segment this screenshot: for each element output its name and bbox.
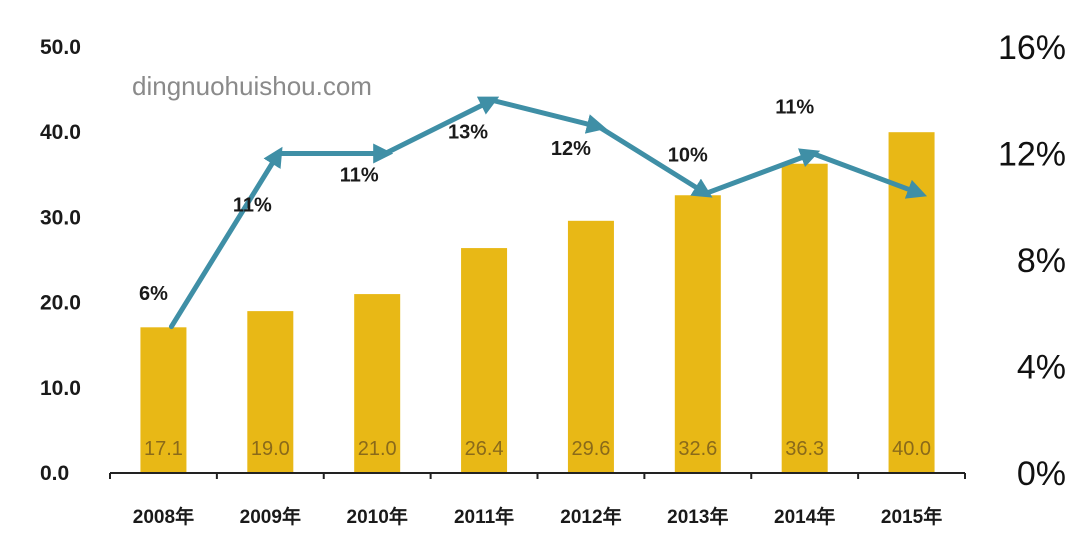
bar-6 [781,163,828,473]
growth-line-segment-4 [596,124,713,198]
growth-line-segment-0 [168,146,283,330]
left-tick-label-1: 10.0 [40,377,81,400]
left-tick-label-4: 40.0 [40,121,81,144]
left-tick-label-5: 50.0 [40,36,81,59]
bar-3 [461,248,508,473]
growth-rate-labels: 6% 11% 11% 13% 12% 10% 11% [139,97,814,306]
rate-label-1: 11% [233,195,272,217]
growth-line-segment-6 [810,151,928,199]
x-category-label-3: 2011年 [454,505,514,528]
x-category-label-2: 2010年 [347,505,408,528]
rate-label-3: 13% [448,121,488,143]
bar-value-label-2: 21.0 [358,438,397,460]
bar-value-label-4: 29.6 [571,438,610,460]
bar-value-label-3: 26.4 [465,438,504,460]
right-tick-label-4: 16% [998,29,1066,67]
right-tick-label-2: 8% [1017,242,1066,280]
x-axis [109,472,966,479]
left-tick-label-3: 30.0 [40,206,81,229]
bar-value-label-5: 32.6 [678,438,717,460]
x-category-label-0: 2008年 [133,505,194,528]
watermark-text: dingnuohuishou.com [132,71,372,101]
rate-label-2: 11% [340,165,379,187]
x-category-label-1: 2009年 [240,505,301,528]
right-tick-label-0: 0% [1017,455,1066,493]
left-tick-label-0: 0.0 [40,462,69,485]
growth-rate-series [168,96,928,330]
right-tick-label-3: 12% [998,136,1066,174]
bar-value-label-6: 36.3 [785,438,824,460]
bar-0 [140,327,187,473]
bar-1 [247,311,294,473]
bar-value-labels: 17.1 19.0 21.0 26.4 29.6 32.6 36.3 40.0 [144,438,931,460]
right-axis-ticks: 0% 4% 8% 12% 16% [998,29,1066,493]
x-category-label-4: 2012年 [560,505,621,528]
rate-label-0: 6% [139,283,168,305]
rate-label-4: 12% [551,138,591,160]
growth-line-segment-2 [382,96,500,156]
x-category-label-6: 2014年 [774,505,835,528]
growth-line-segment-5 [703,148,821,196]
growth-line-segment-3 [489,97,607,134]
left-axis-ticks: 0.0 10.0 20.0 30.0 40.0 50.0 [40,36,81,485]
bar-4 [567,220,614,473]
bar-value-label-0: 17.1 [144,438,183,460]
x-category-label-5: 2013年 [667,505,728,528]
bar-series [140,132,935,474]
x-category-label-7: 2015年 [881,505,942,528]
rate-label-5: 10% [668,144,708,166]
bar-5 [674,195,721,474]
rate-label-6: 11% [775,97,814,119]
bar-value-label-1: 19.0 [251,438,290,460]
left-tick-label-2: 20.0 [40,292,81,315]
bar-2 [354,294,401,473]
x-axis-categories: 2008年 2009年 2010年 2011年 2012年 2013年 2014年 2015年 [133,505,942,528]
bar-value-label-7: 40.0 [892,438,931,460]
right-tick-label-1: 4% [1017,349,1066,387]
